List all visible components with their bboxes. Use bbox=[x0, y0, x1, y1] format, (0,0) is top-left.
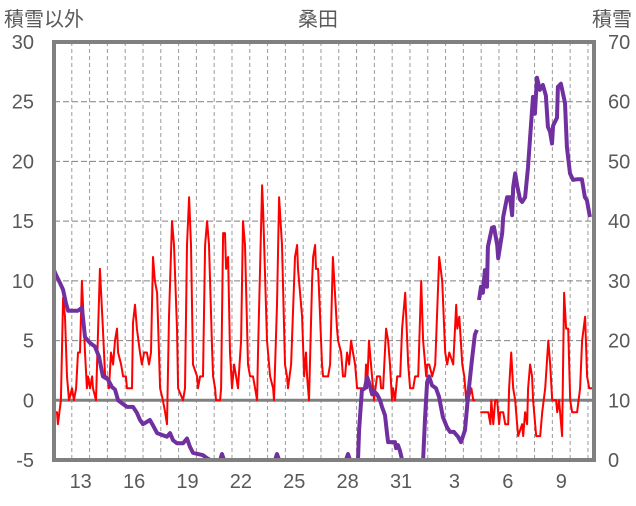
x-tick-label: 3 bbox=[449, 471, 460, 493]
left-axis-label: 積雪以外 bbox=[4, 8, 84, 31]
left-tick-label: 25 bbox=[12, 92, 34, 114]
x-tick-label: 28 bbox=[337, 471, 359, 493]
right-tick-label: 50 bbox=[608, 151, 630, 173]
right-tick-label: 60 bbox=[608, 92, 630, 114]
series-layer bbox=[52, 75, 593, 462]
x-tick-label: 16 bbox=[123, 471, 145, 493]
left-tick-label: 30 bbox=[12, 32, 34, 54]
grid bbox=[54, 42, 594, 460]
tick-labels: -5 0 5 10 15 20 25 30 0 10 20 30 40 50 60 70 13 16 19 22 25 2… bbox=[12, 32, 631, 493]
right-tick-label: 20 bbox=[608, 331, 630, 353]
x-tick-label: 6 bbox=[502, 471, 513, 493]
left-tick-label: 15 bbox=[12, 211, 34, 233]
x-tick-label: 13 bbox=[70, 471, 92, 493]
right-axis-label: 積雪 bbox=[592, 8, 632, 31]
right-tick-label: 40 bbox=[608, 211, 630, 233]
chart-title: 桑田 bbox=[298, 8, 338, 31]
left-tick-label: 5 bbox=[23, 331, 34, 353]
left-tick-label: 20 bbox=[12, 151, 34, 173]
right-tick-label: 30 bbox=[608, 271, 630, 293]
right-tick-label: 0 bbox=[608, 450, 619, 472]
right-tick-label: 70 bbox=[608, 32, 630, 54]
non-snow-line bbox=[480, 291, 593, 438]
left-tick-label: -5 bbox=[16, 450, 34, 472]
left-tick-label: 10 bbox=[12, 271, 34, 293]
x-tick-label: 31 bbox=[390, 471, 412, 493]
x-tick-label: 19 bbox=[176, 471, 198, 493]
non-snow-line bbox=[53, 184, 476, 426]
x-tick-label: 9 bbox=[556, 471, 567, 493]
snow-depth-line bbox=[477, 75, 592, 301]
right-tick-label: 10 bbox=[608, 390, 630, 412]
left-tick-label: 0 bbox=[23, 390, 34, 412]
plot-frame bbox=[52, 40, 596, 462]
x-tick-label: 22 bbox=[230, 471, 252, 493]
x-tick-label: 25 bbox=[283, 471, 305, 493]
